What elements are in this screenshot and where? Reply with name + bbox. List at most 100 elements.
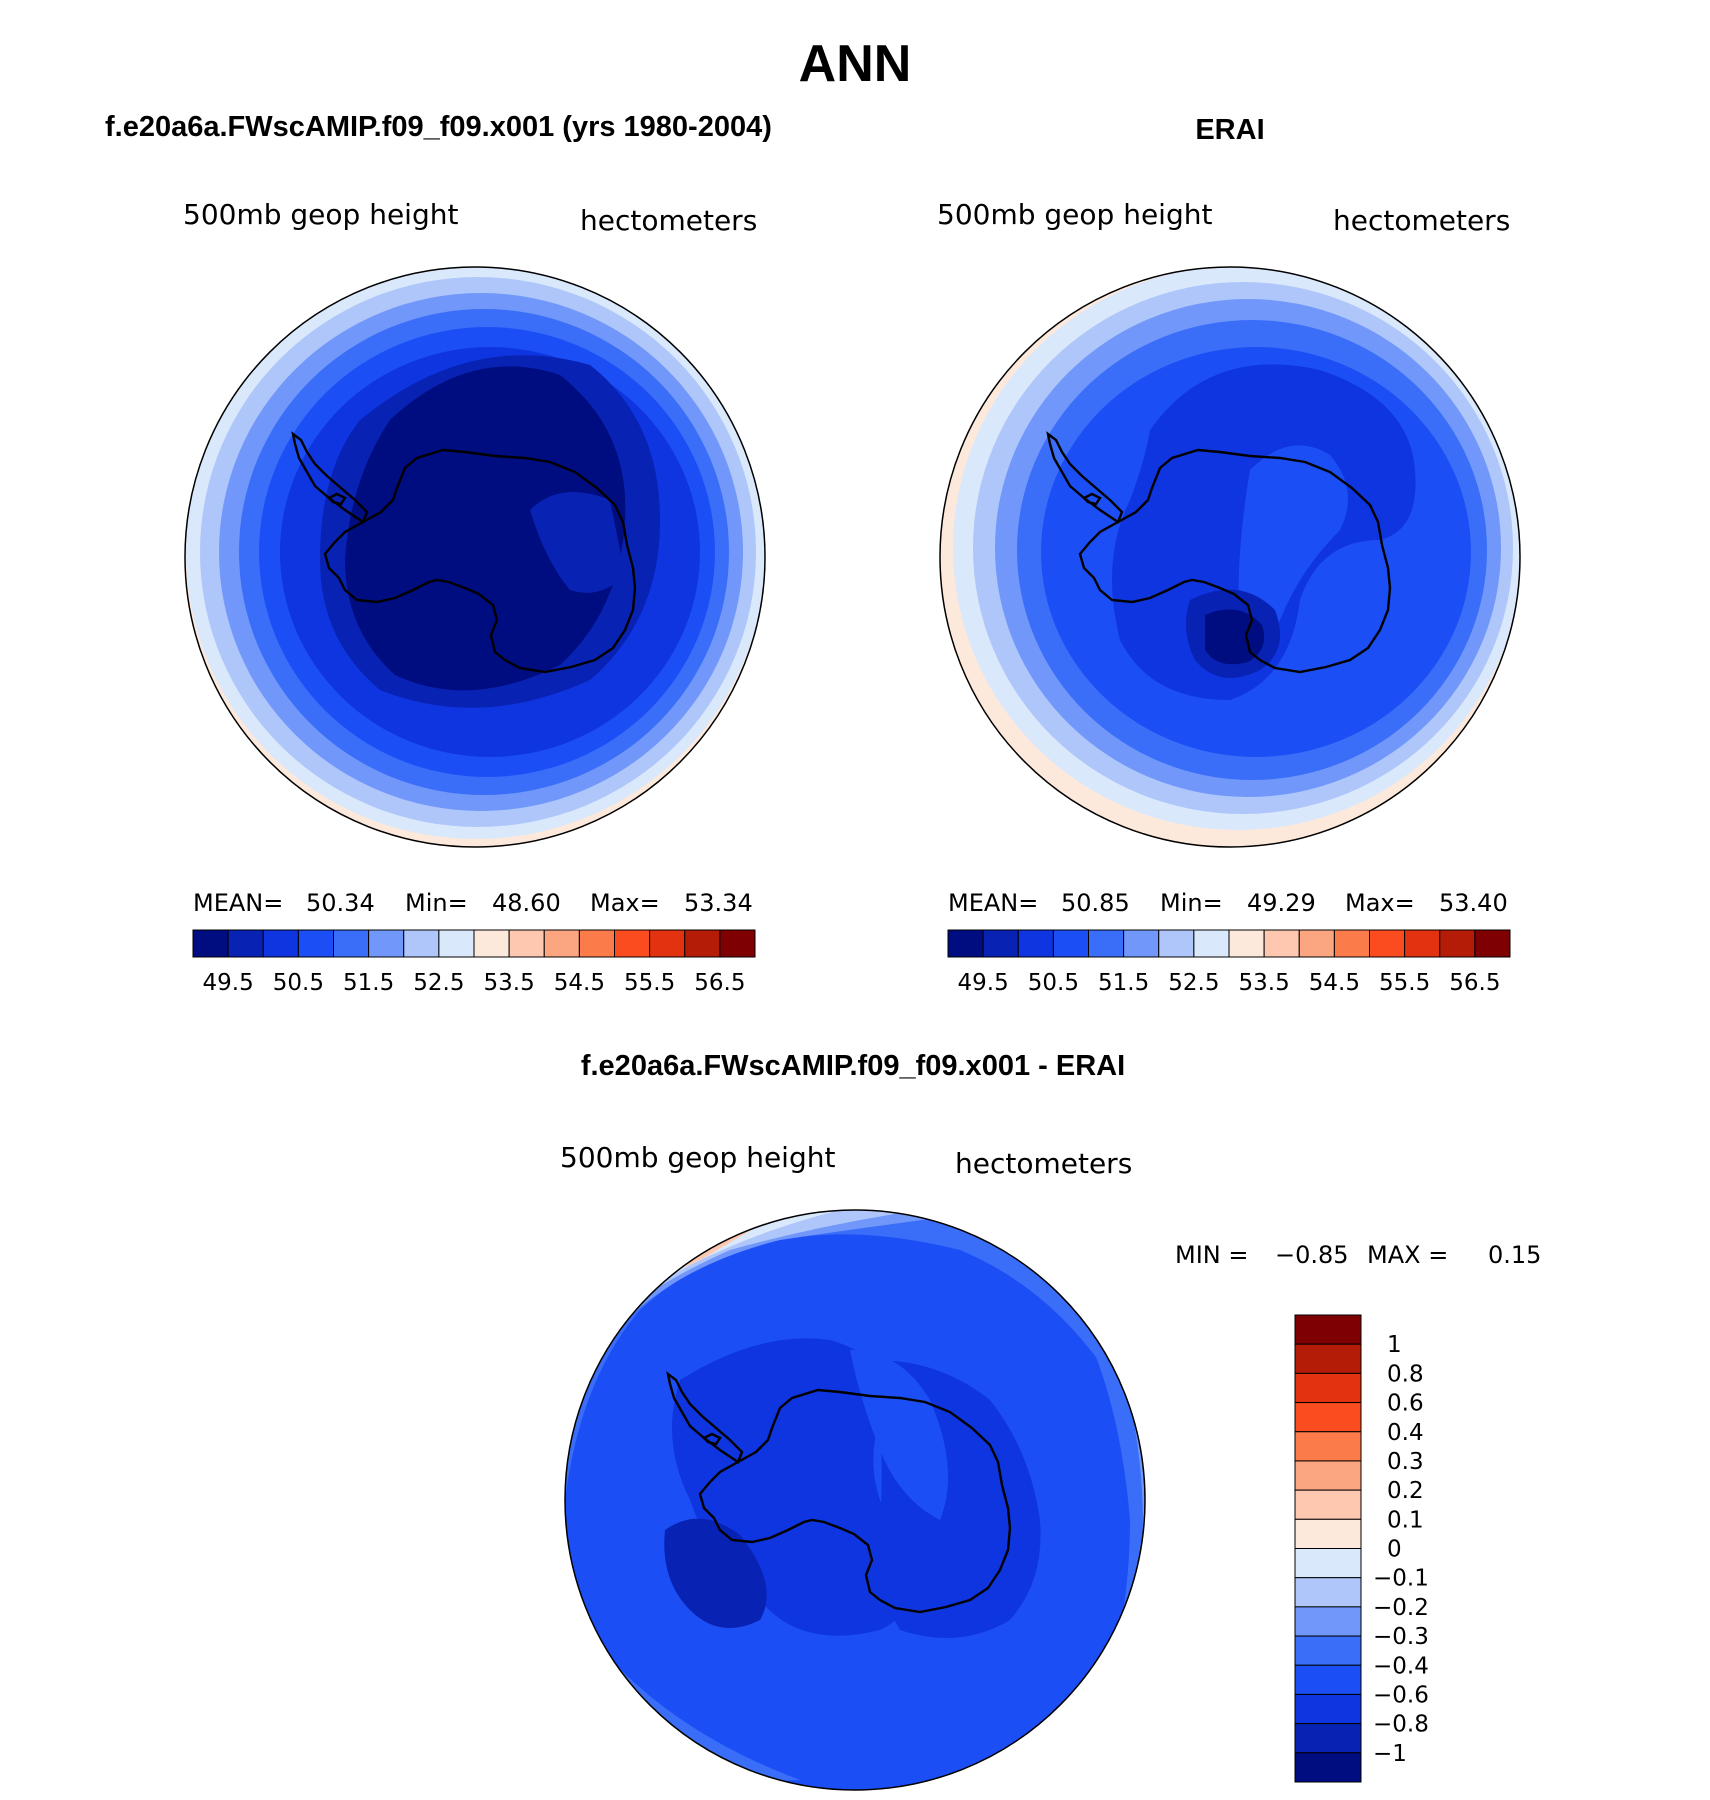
colorbar-swatch [1294,1314,1362,1345]
colorbar-tick: 55.5 [624,970,675,996]
contour-level-minus-0-4-inner [850,1350,948,1520]
panel-obs-title: ERAI [1195,114,1264,146]
mean-label: MEAN= [948,889,1038,917]
colorbar-swatch [368,929,405,958]
colorbar-swatch [1439,929,1476,958]
panel-obs-map [940,267,1520,847]
colorbar-tick: −0.8 [1373,1712,1429,1738]
colorbar-swatch [1228,929,1265,958]
max-label: Max= [1345,889,1415,917]
contour-level-50-inner [1238,445,1348,640]
min-label: Min= [405,889,468,917]
colorbar-tick: −0.6 [1373,1682,1429,1708]
colorbar-tick: 51.5 [1098,970,1149,996]
colorbar-swatch [1123,929,1160,958]
panel-diff-stats: MIN = −0.85 MAX = 0.15 [1175,1241,1541,1269]
panel-obs-map-border [939,266,1521,848]
colorbar-swatch [649,929,686,958]
panel-diff-colorbar [1294,1314,1362,1783]
colorbar-tick: −0.1 [1373,1566,1429,1592]
figure-title: ANN [799,35,912,93]
panel-obs: ERAI 500mb geop height hectometers MEAN=… [937,114,1521,996]
mean-value: 50.34 [306,889,375,917]
panel-obs-units-label: hectometers [1333,204,1510,237]
colorbar-tick: 0.4 [1387,1420,1424,1446]
colorbar-tick: 49.5 [203,970,254,996]
colorbar-swatch [1404,929,1441,958]
colorbar-swatch [684,929,721,958]
colorbar-tick: 0.1 [1387,1507,1424,1533]
panel-model-units-label: hectometers [580,204,757,237]
colorbar-tick: −1 [1373,1741,1407,1767]
colorbar-swatch [1294,1577,1362,1608]
colorbar-swatch [1333,929,1370,958]
panel-model-title: f.e20a6a.FWscAMIP.f09_f09.x001 (yrs 1980… [105,111,772,143]
min-value: 49.29 [1247,889,1316,917]
colorbar-swatch [192,929,229,958]
panel-obs-colorbar [947,929,1511,958]
colorbar-tick: 0.6 [1387,1391,1424,1417]
panel-model-map-border [184,266,766,848]
colorbar-swatch [1294,1372,1362,1404]
panel-diff-units-label: hectometers [955,1147,1132,1180]
min-value: 48.60 [492,889,561,917]
panel-model: f.e20a6a.FWscAMIP.f09_f09.x001 (yrs 1980… [105,111,772,996]
colorbar-swatch [578,929,615,958]
min-value: −0.85 [1275,1241,1349,1269]
colorbar-tick: 1 [1387,1332,1402,1358]
contour-level-minus-0-6-north [700,1370,800,1462]
panel-obs-variable-label: 500mb geop height [937,198,1212,231]
colorbar-swatch [1158,929,1195,958]
colorbar-swatch [1294,1460,1362,1491]
colorbar-tick: 52.5 [413,970,464,996]
panel-diff-map-border [564,1209,1146,1791]
panel-diff-map [565,1210,1145,1790]
colorbar-swatch [982,929,1019,958]
min-label: Min= [1160,889,1223,917]
colorbar-swatch [1294,1752,1362,1783]
colorbar-tick: 55.5 [1379,970,1430,996]
colorbar-swatch [227,929,264,958]
max-value: 53.34 [684,889,753,917]
max-value: 53.40 [1439,889,1508,917]
colorbar-swatch [1294,1431,1362,1462]
colorbar-swatch [1298,929,1335,958]
min-label: MIN = [1175,1241,1248,1269]
panel-obs-colorbar-ticks: 49.5 50.5 51.5 52.5 53.5 54.5 55.5 56.5 [958,970,1501,996]
colorbar-tick: −0.2 [1373,1595,1429,1621]
colorbar-tick: 53.5 [484,970,535,996]
colorbar-swatch [333,929,370,958]
colorbar-tick: 49.5 [958,970,1009,996]
colorbar-swatch [1294,1723,1362,1754]
mean-value: 50.85 [1061,889,1130,917]
colorbar-swatch [1294,1518,1362,1549]
colorbar-tick: 0.3 [1387,1449,1424,1475]
colorbar-tick: 0.8 [1387,1361,1424,1387]
colorbar-tick: 54.5 [1309,970,1360,996]
colorbar-swatch [403,929,440,958]
colorbar-swatch [508,929,545,958]
colorbar-swatch [1193,929,1230,958]
colorbar-tick: 0 [1387,1537,1402,1563]
colorbar-swatch [543,929,580,958]
colorbar-swatch [947,929,984,958]
max-label: MAX = [1367,1241,1448,1269]
colorbar-swatch [1294,1402,1362,1433]
colorbar-tick: −0.4 [1373,1653,1429,1679]
colorbar-tick: 50.5 [1028,970,1079,996]
colorbar-swatch [1294,1343,1362,1374]
colorbar-tick: 53.5 [1239,970,1290,996]
max-value: 0.15 [1488,1241,1541,1269]
panel-model-variable-label: 500mb geop height [183,198,458,231]
colorbar-swatch [1474,929,1511,958]
colorbar-tick: 54.5 [554,970,605,996]
colorbar-swatch [1369,929,1406,958]
max-label: Max= [590,889,660,917]
colorbar-tick: −0.3 [1373,1624,1429,1650]
panel-model-stats: MEAN= 50.34 Min= 48.60 Max= 53.34 [193,889,753,917]
panel-diff: f.e20a6a.FWscAMIP.f09_f09.x001 - ERAI 50… [560,1050,1541,1791]
colorbar-swatch [1294,1635,1362,1666]
colorbar-swatch [1294,1606,1362,1637]
panel-model-map [185,267,765,847]
